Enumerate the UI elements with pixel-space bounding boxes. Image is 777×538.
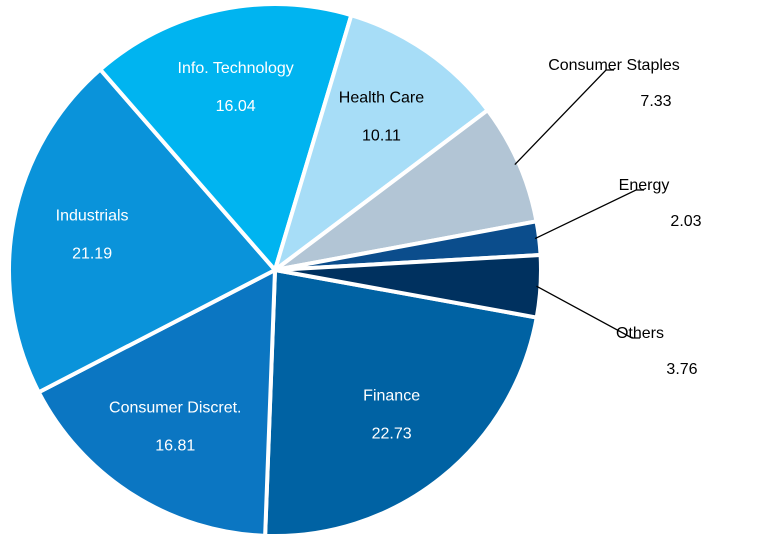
slice-label: Finance [363,387,420,404]
pie-slice [7,67,277,395]
slice-label: Consumer Discret. [109,399,241,416]
value-label: 2.03 [670,213,701,230]
pie-slice [273,108,539,272]
value-label: 16.04 [216,98,256,115]
slice-label: Info. Technology [178,60,294,77]
pie-slice [98,2,354,272]
pie-slice [36,268,277,538]
value-label: 7.33 [640,93,671,110]
pie-slice [273,13,490,272]
value-label: 16.81 [155,437,195,454]
slice-label: Others [616,325,664,342]
leader-line [514,69,614,165]
slice-label: Energy [619,177,670,194]
slice-label: Consumer Staples [548,57,680,74]
slice-label: Health Care [339,89,424,106]
leader-line [536,285,640,339]
value-label: 21.19 [72,245,112,262]
leader-line [534,189,644,240]
value-label: 3.76 [666,361,697,378]
value-label: 10.11 [362,127,401,144]
pie-slice [263,268,539,538]
pie-slice [273,252,543,320]
slice-label: Industrials [56,207,129,224]
value-label: 22.73 [372,425,412,442]
